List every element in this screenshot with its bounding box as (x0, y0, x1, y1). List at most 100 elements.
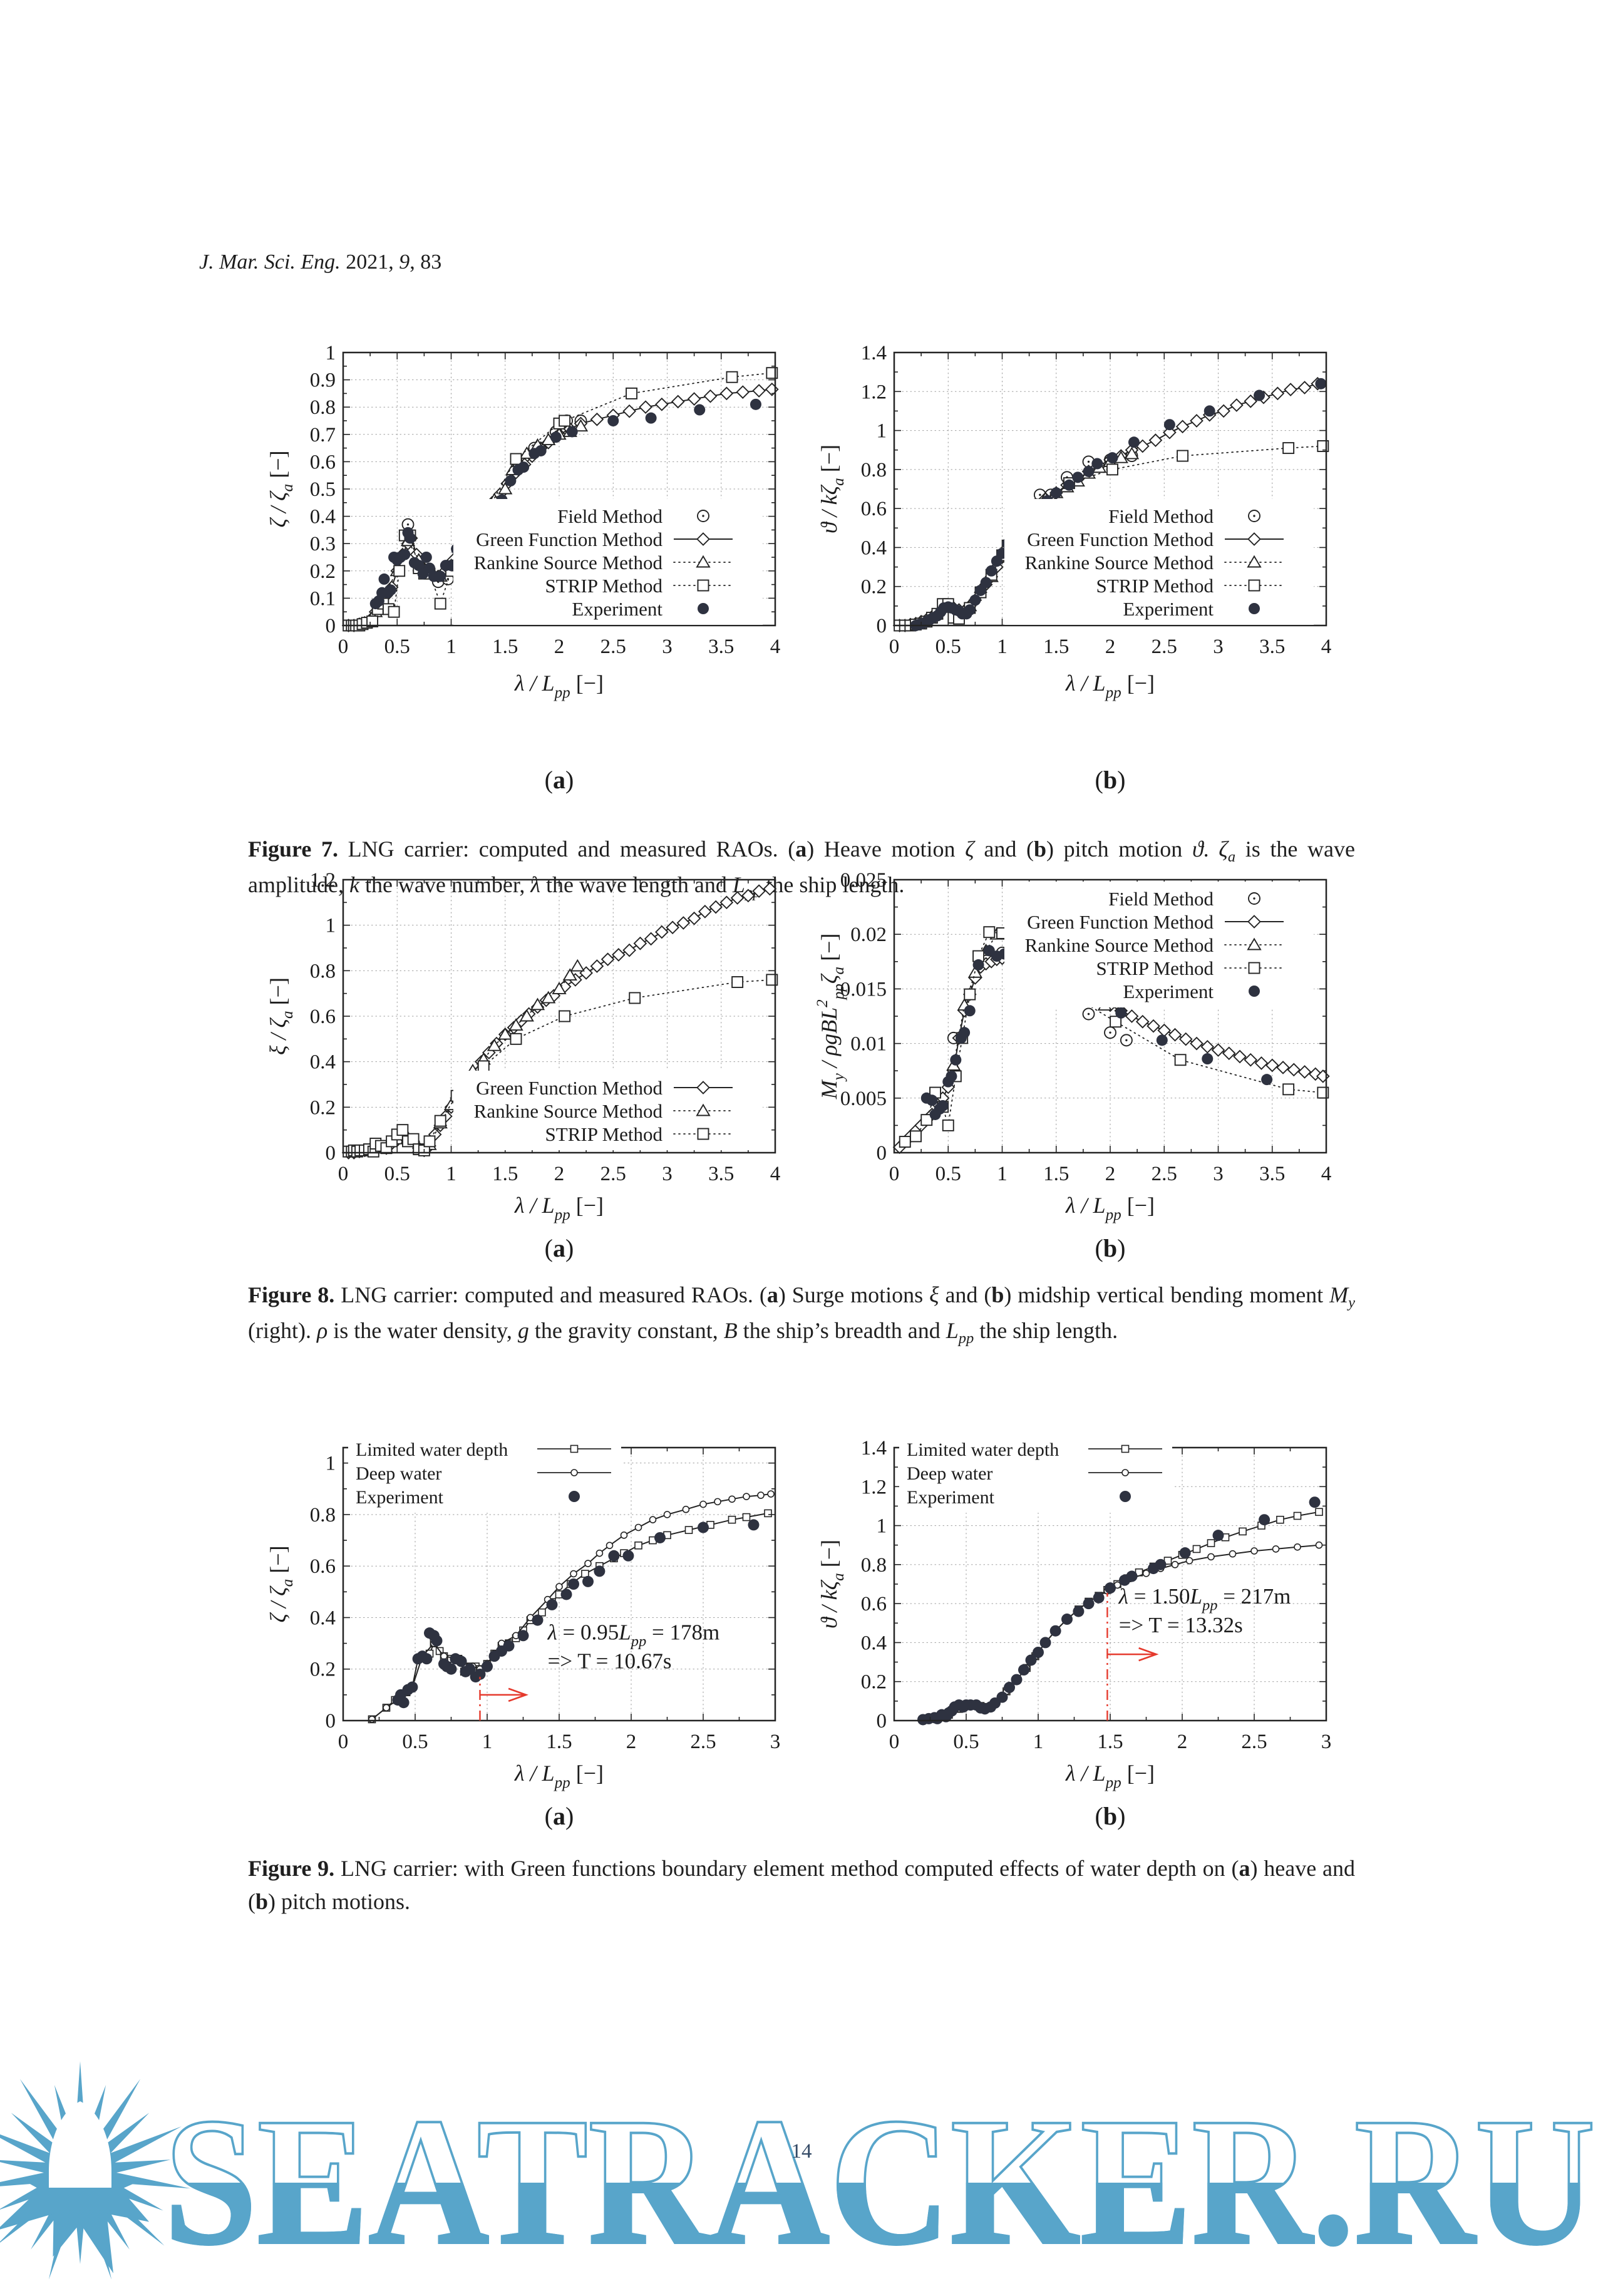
svg-text:0.2: 0.2 (310, 560, 336, 583)
chart-svg-fig9b: 0 0.5 1 1.5 2 2.5 3 0 0.2 0.4 0.6 0.8 1 1.2 1.4 λ / Lpp… (817, 1434, 1332, 1830)
svg-text:0.015: 0.015 (840, 978, 887, 1001)
x-axis-label: λ / Lpp [−] (1065, 1761, 1155, 1791)
svg-text:0.8: 0.8 (310, 960, 336, 982)
legend-label: Field Method (1108, 505, 1214, 527)
svg-text:0.4: 0.4 (310, 1051, 336, 1074)
svg-text:0.8: 0.8 (861, 1554, 887, 1577)
svg-text:0: 0 (889, 1731, 900, 1753)
svg-text:0.2: 0.2 (310, 1659, 336, 1681)
svg-text:0: 0 (889, 1163, 900, 1185)
svg-text:0.5: 0.5 (384, 1163, 410, 1185)
tick-labels: 0 0.5 1 1.5 2 2.5 3 3.5 4 0 0.2 0.4 0.6 0.8 1 1.2 (310, 869, 781, 1185)
svg-text:0.7: 0.7 (310, 424, 336, 446)
legend-label: Experiment (572, 598, 662, 620)
legend-label: STRIP Method (1096, 957, 1214, 979)
svg-text:2: 2 (554, 636, 565, 658)
legend-label: STRIP Method (1096, 575, 1214, 597)
svg-text:1: 1 (997, 636, 1008, 658)
svg-text:1.2: 1.2 (310, 869, 336, 892)
svg-text:0.5: 0.5 (936, 1163, 961, 1185)
x-axis-label: λ / Lpp [−] (514, 1193, 604, 1223)
svg-text:0: 0 (326, 1710, 336, 1732)
svg-text:4: 4 (770, 636, 781, 658)
svg-text:0: 0 (338, 1163, 349, 1185)
panel-label-b: (b) (1095, 1234, 1126, 1262)
legend-label: Limited water depth (907, 1439, 1059, 1460)
svg-text:2.5: 2.5 (1152, 636, 1177, 658)
svg-text:3: 3 (662, 1163, 673, 1185)
svg-text:1: 1 (326, 1453, 336, 1475)
chart-svg-fig8a: 0 0.5 1 1.5 2 2.5 3 3.5 4 0 0.2 0.4 0.6 0.8 1 1.2 λ / Lp… (265, 869, 781, 1262)
chart-bending-moment-fig8b: 0 0.5 1 1.5 2 2.5 3 3.5 4 0 0.005 0.01 0.015 0.02 0.02… (813, 867, 1351, 1271)
svg-text:0.6: 0.6 (310, 1006, 336, 1028)
legend-label: Experiment (356, 1487, 444, 1508)
watermark-text-solid: SEATRACKER.RU (164, 2081, 1595, 2283)
watermark: SEATRACKER.RU SEATRACKER.RU (0, 2061, 1597, 2284)
series-limited-water-depth (368, 1509, 772, 1724)
svg-text:1.5: 1.5 (546, 1731, 572, 1753)
svg-text:2.5: 2.5 (1241, 1731, 1267, 1753)
legend-label: Experiment (907, 1487, 995, 1508)
legend-label: Green Function Method (476, 1077, 662, 1099)
svg-text:1.5: 1.5 (1097, 1731, 1123, 1753)
chart-waterdepth-pitch-fig9b: 0 0.5 1 1.5 2 2.5 3 0 0.2 0.4 0.6 0.8 1 1.2 1.4 λ / Lpp… (813, 1434, 1351, 1839)
legend-label: Rankine Source Method (1025, 552, 1214, 574)
axis-ticks (343, 1448, 776, 1721)
annotation-text: => T = 10.67s (548, 1649, 672, 1673)
legend-label: Rankine Source Method (474, 552, 663, 574)
journal-header: J. Mar. Sci. Eng. 2021, 9, 83 (199, 250, 442, 274)
svg-text:3: 3 (1321, 1731, 1332, 1753)
svg-text:3.5: 3.5 (1259, 1163, 1285, 1185)
tick-labels: 0 0.5 1 1.5 2 2.5 3 0 0.2 0.4 0.6 0.8 1 1.2 1.4 (861, 1437, 1332, 1753)
svg-text:0.6: 0.6 (861, 1593, 887, 1615)
svg-text:3: 3 (770, 1731, 781, 1753)
chart-svg-fig8b: 0 0.5 1 1.5 2 2.5 3 3.5 4 0 0.005 0.01 0.015 0.02 0.02… (814, 869, 1331, 1262)
annotation: λ = 1.50Lpp = 217m=> T = 13.32s (1106, 1584, 1291, 1721)
x-axis-label: λ / Lpp [−] (514, 671, 604, 701)
chart-svg-fig7a: 0 0.5 1 1.5 2 2.5 3 3.5 4 0 0.1 0.2 0.3 0.4 0.5 0.6 0.7 0… (265, 342, 781, 794)
svg-text:0.9: 0.9 (310, 369, 336, 392)
svg-text:1: 1 (326, 342, 336, 364)
svg-text:0: 0 (326, 615, 336, 637)
svg-text:2: 2 (554, 1163, 565, 1185)
svg-text:3: 3 (662, 636, 673, 658)
svg-text:3: 3 (1213, 1163, 1224, 1185)
svg-text:3.5: 3.5 (708, 636, 734, 658)
svg-text:1.4: 1.4 (861, 342, 887, 364)
legend: Limited water depth Deep water Experiment (899, 1434, 1172, 1513)
svg-text:2.5: 2.5 (690, 1731, 716, 1753)
svg-text:0: 0 (877, 615, 887, 637)
svg-text:2.5: 2.5 (600, 636, 626, 658)
svg-text:0.5: 0.5 (402, 1731, 428, 1753)
svg-text:0.8: 0.8 (310, 396, 336, 419)
svg-text:1: 1 (877, 420, 887, 443)
svg-text:1: 1 (997, 1163, 1008, 1185)
svg-text:3.5: 3.5 (1259, 636, 1285, 658)
chart-waterdepth-heave-fig9a: 0 0.5 1 1.5 2 2.5 3 0 0.2 0.4 0.6 0.8 1 λ / Lpp [−] ζ … (262, 1434, 800, 1839)
legend-label: STRIP Method (545, 575, 663, 597)
panel-label-b: (b) (1095, 766, 1126, 794)
svg-text:0: 0 (877, 1710, 887, 1732)
legend-label: Experiment (1123, 598, 1214, 620)
legend-label: Limited water depth (356, 1439, 508, 1460)
chart-surge-rao-fig8a: 0 0.5 1 1.5 2 2.5 3 3.5 4 0 0.2 0.4 0.6 0.8 1 1.2 λ / Lp… (262, 867, 800, 1271)
tick-labels: 0 0.5 1 1.5 2 2.5 3 0 0.2 0.4 0.6 0.8 1 (310, 1453, 781, 1753)
svg-text:0.1: 0.1 (310, 587, 336, 610)
x-axis-label: λ / Lpp [−] (514, 1761, 604, 1791)
svg-text:1.5: 1.5 (492, 636, 518, 658)
svg-text:0.2: 0.2 (310, 1096, 336, 1119)
svg-text:0: 0 (338, 1731, 349, 1753)
svg-text:0.5: 0.5 (953, 1731, 979, 1753)
svg-text:2.5: 2.5 (600, 1163, 626, 1185)
legend-label: Experiment (1123, 981, 1214, 1002)
svg-text:0.4: 0.4 (861, 537, 887, 559)
svg-text:0.2: 0.2 (861, 576, 887, 599)
series-experiment (917, 1496, 1321, 1726)
figure7-caption: Figure 7. LNG carrier: computed and meas… (248, 837, 1355, 902)
svg-text:2: 2 (1105, 1163, 1116, 1185)
svg-text:1: 1 (482, 1731, 493, 1753)
svg-text:2: 2 (626, 1731, 637, 1753)
svg-text:1.5: 1.5 (1043, 1163, 1069, 1185)
svg-text:0.2: 0.2 (861, 1671, 887, 1694)
